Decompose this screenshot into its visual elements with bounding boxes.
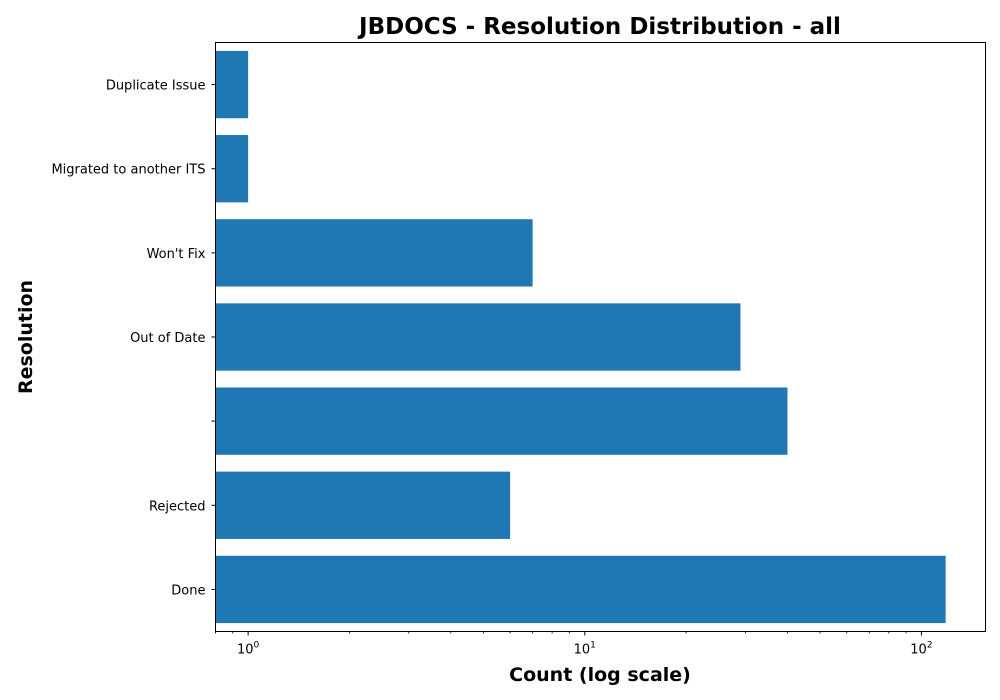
y-tick-label-4: Won't Fix bbox=[147, 247, 206, 262]
x-tick-label-0: 100 bbox=[237, 641, 260, 658]
bar-1 bbox=[215, 471, 511, 539]
y-tick-label-3: Out of Date bbox=[130, 331, 205, 346]
y-tick-label-5: Migrated to another ITS bbox=[51, 163, 205, 178]
y-tick-label-1: Rejected bbox=[149, 499, 206, 514]
bar-3 bbox=[215, 303, 741, 371]
bar-5 bbox=[215, 135, 249, 203]
y-tick-label-0: Done bbox=[171, 583, 205, 598]
x-axis: 100 101 102 bbox=[215, 631, 933, 658]
bar-6 bbox=[215, 50, 249, 119]
y-axis: Done Rejected Out of Date Won't Fix Migrated… bbox=[51, 79, 216, 598]
x-tick-label-1: 101 bbox=[574, 641, 596, 658]
bar-4 bbox=[215, 219, 533, 287]
x-tick-label-2: 102 bbox=[910, 641, 932, 658]
y-axis-label: Resolution bbox=[15, 280, 37, 394]
y-tick-label-6: Duplicate Issue bbox=[106, 79, 206, 94]
bars-group bbox=[215, 50, 946, 624]
bar-2 bbox=[215, 387, 788, 455]
chart-title: JBDOCS - Resolution Distribution - all bbox=[357, 14, 841, 40]
bar-0 bbox=[215, 555, 946, 624]
x-axis-label: Count (log scale) bbox=[509, 664, 691, 686]
